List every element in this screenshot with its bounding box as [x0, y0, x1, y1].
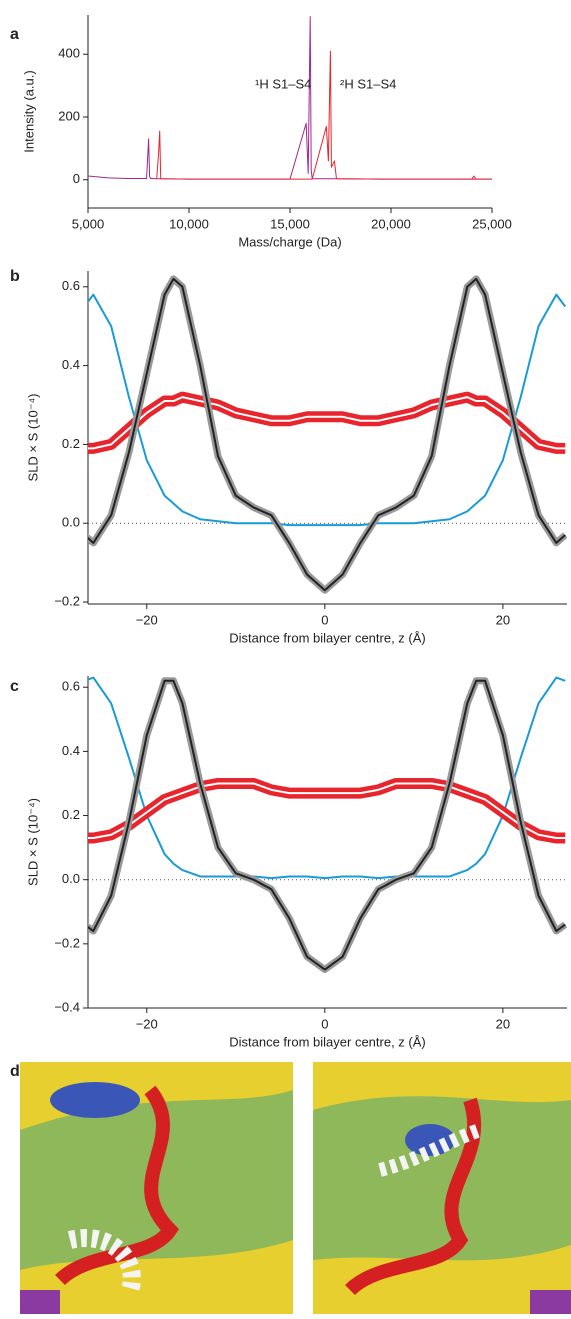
- x-tick-label: 0: [321, 612, 328, 627]
- y-tick-label: 200: [58, 108, 80, 123]
- y-tick-label: −0.2: [54, 935, 80, 950]
- x-tick-label: 5,000: [72, 216, 105, 231]
- line: [88, 293, 567, 527]
- y-tick-label: 0.0: [62, 515, 80, 530]
- y-tick-label: 0.4: [62, 357, 80, 372]
- y-tick-label: 0.4: [62, 743, 80, 758]
- panel-label: b: [10, 268, 20, 285]
- y-tick-label: 0.6: [62, 278, 80, 293]
- band-centre: [88, 396, 566, 450]
- x-tick-label: 20: [496, 612, 510, 627]
- x-tick-label: 20,000: [371, 216, 411, 231]
- y-tick-label: −0.2: [54, 593, 80, 608]
- x-tick-label: 0: [321, 1016, 328, 1031]
- error-band: [88, 677, 567, 974]
- y-tick-label: 0.0: [62, 871, 80, 886]
- x-tick-label: 20: [496, 1016, 510, 1031]
- x-tick-label: −20: [136, 612, 158, 627]
- y-tick-label: 0.2: [62, 436, 80, 451]
- band: [88, 777, 566, 844]
- y-tick-label: −0.4: [54, 999, 80, 1014]
- panel-label: c: [10, 678, 19, 695]
- annotation: ²H S1–S4: [340, 76, 396, 91]
- structure-image-left: [20, 1062, 293, 1314]
- line: [88, 277, 566, 592]
- line: [88, 679, 566, 971]
- y-axis-title: SLD × S (10⁻⁴): [25, 394, 40, 482]
- y-tick-label: 0: [73, 171, 80, 186]
- x-tick-label: 10,000: [169, 216, 209, 231]
- y-axis-title: SLD × S (10⁻⁴): [25, 798, 40, 886]
- y-tick-label: 400: [58, 46, 80, 61]
- structure-image-right: [313, 1062, 571, 1314]
- annotation: ¹H S1–S4: [255, 76, 311, 91]
- y-axis-title: Intensity (a.u.): [21, 70, 36, 152]
- x-tick-label: 15,000: [270, 216, 310, 231]
- line: [156, 50, 492, 180]
- x-axis-title: Mass/charge (Da): [238, 234, 341, 249]
- x-tick-label: −20: [136, 1016, 158, 1031]
- line: [88, 16, 492, 180]
- x-axis-title: Distance from bilayer centre, z (Å): [229, 1034, 426, 1049]
- band-centre: [88, 782, 566, 839]
- y-tick-label: 0.6: [62, 679, 80, 694]
- x-tick-label: 25,000: [472, 216, 512, 231]
- panel-label: d: [10, 1063, 20, 1080]
- line: [88, 676, 566, 880]
- panel-label: a: [10, 26, 19, 43]
- y-tick-label: 0.2: [62, 807, 80, 822]
- band: [88, 391, 566, 454]
- x-axis-title: Distance from bilayer centre, z (Å): [229, 630, 426, 645]
